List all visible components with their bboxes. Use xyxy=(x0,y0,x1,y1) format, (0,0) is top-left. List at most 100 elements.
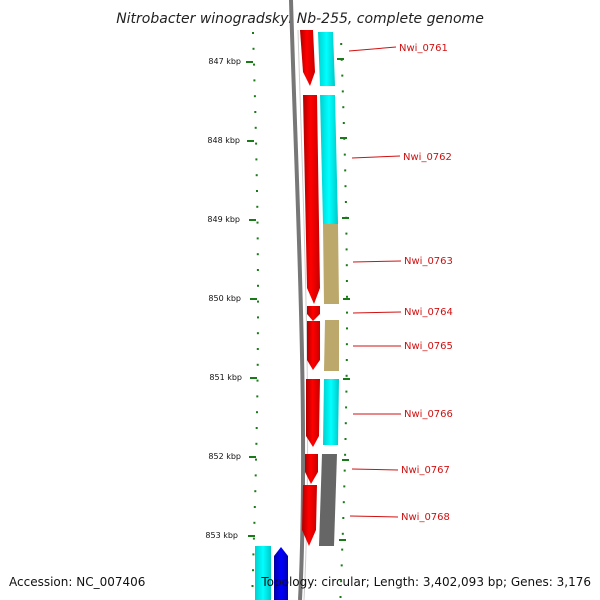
gene-arrow-nwi-0766[interactable] xyxy=(306,379,320,447)
minor-tick xyxy=(340,564,343,567)
minor-tick xyxy=(251,585,254,587)
cog-block-nwi-0762[interactable] xyxy=(320,95,338,224)
cog-block-nwi-0761[interactable] xyxy=(318,32,335,86)
minor-tick xyxy=(257,316,259,319)
minor-tick xyxy=(257,300,259,303)
gene-arrow-nwi-0761[interactable] xyxy=(300,30,315,86)
topology-text: Topology: circular; Length: 3,402,093 bp… xyxy=(260,575,591,589)
minor-tick xyxy=(255,158,258,161)
minor-tick xyxy=(257,284,259,287)
ruler-label: 852 kbp xyxy=(208,452,241,461)
minor-tick xyxy=(256,348,259,350)
minor-tick xyxy=(344,201,347,203)
gene-arrow-nwi-0767[interactable] xyxy=(305,454,318,484)
leader-line xyxy=(351,155,401,159)
minor-tick xyxy=(345,232,348,235)
minor-tick xyxy=(256,379,259,382)
minor-tick xyxy=(256,363,259,366)
minor-tick xyxy=(345,359,348,361)
minor-tick xyxy=(252,537,255,540)
leader-line xyxy=(352,311,402,314)
cog-block-nwi-0765[interactable] xyxy=(324,320,339,371)
major-tick xyxy=(248,535,255,537)
minor-tick xyxy=(342,517,345,519)
minor-tick xyxy=(256,253,259,256)
minor-tick xyxy=(345,264,348,267)
ruler-label: 851 kbp xyxy=(209,373,242,382)
minor-tick xyxy=(345,390,348,393)
ruler-label: 850 kbp xyxy=(208,294,241,303)
minor-tick xyxy=(254,111,257,113)
gene-label-nwi-0765[interactable]: Nwi_0765 xyxy=(404,341,453,352)
minor-tick xyxy=(341,532,344,535)
minor-tick xyxy=(341,548,344,551)
minor-tick xyxy=(253,506,256,508)
gene-arrow-nwi-0768[interactable] xyxy=(302,485,317,546)
gene-label-nwi-0763[interactable]: Nwi_0763 xyxy=(404,256,453,267)
minor-tick xyxy=(253,63,255,66)
minor-tick xyxy=(344,185,347,188)
minor-tick xyxy=(255,442,258,445)
genome-title: Nitrobacter winogradskyi Nb-255, complet… xyxy=(116,11,484,27)
major-tick xyxy=(247,140,254,142)
track-major-tick xyxy=(337,58,344,60)
cog-block-nwi-0763[interactable] xyxy=(323,224,339,304)
track-major-tick xyxy=(343,378,350,380)
minor-tick xyxy=(256,190,258,192)
leader-line xyxy=(352,260,402,263)
track-major-tick xyxy=(339,539,346,541)
track-major-tick xyxy=(340,137,347,139)
minor-tick xyxy=(252,32,254,34)
major-tick xyxy=(249,219,256,221)
minor-tick xyxy=(339,596,342,598)
minor-tick xyxy=(340,43,343,45)
major-tick xyxy=(249,456,256,458)
forward-strand-track xyxy=(300,30,320,546)
gene-arrow-nwi-0765[interactable] xyxy=(307,321,320,370)
minor-tick xyxy=(345,280,348,282)
gene-label-nwi-0767[interactable]: Nwi_0767 xyxy=(401,465,450,476)
ruler-label: 848 kbp xyxy=(207,136,240,145)
track-major-tick xyxy=(342,459,349,461)
minor-tick xyxy=(345,248,348,251)
gene-label-nwi-0761[interactable]: Nwi_0761 xyxy=(399,43,448,54)
gene-label-texts: Nwi_0761 Nwi_0762 Nwi_0763 Nwi_0764 Nwi_… xyxy=(399,43,453,523)
ruler-minor-ticks xyxy=(251,32,259,587)
reverse-gene-arrow-next[interactable] xyxy=(274,547,288,600)
minor-tick xyxy=(256,395,259,398)
cog-block-nwi-0766[interactable] xyxy=(323,379,339,445)
major-tick xyxy=(246,61,253,63)
leader-line xyxy=(348,46,397,52)
major-tick xyxy=(250,377,257,379)
minor-tick xyxy=(255,174,258,177)
gene-label-nwi-0764[interactable]: Nwi_0764 xyxy=(404,307,453,318)
minor-tick xyxy=(253,521,256,524)
leader-line xyxy=(349,515,399,518)
minor-tick xyxy=(343,153,346,156)
minor-tick xyxy=(345,343,348,346)
minor-tick xyxy=(254,474,257,477)
cog-block-nwi-0767[interactable] xyxy=(319,454,337,546)
minor-tick xyxy=(255,458,257,461)
minor-tick xyxy=(256,221,259,224)
minor-tick xyxy=(346,311,348,314)
gene-arrow-nwi-0762-0763[interactable] xyxy=(303,95,320,304)
minor-tick xyxy=(341,90,344,93)
minor-tick xyxy=(256,411,258,414)
minor-tick xyxy=(344,438,347,440)
minor-tick xyxy=(344,453,347,456)
gene-label-nwi-0768[interactable]: Nwi_0768 xyxy=(401,512,450,523)
minor-tick xyxy=(342,501,345,504)
ruler-label: 849 kbp xyxy=(207,215,240,224)
minor-tick xyxy=(253,79,256,82)
minor-tick xyxy=(252,47,255,50)
cog-block-next[interactable] xyxy=(255,546,271,600)
minor-tick xyxy=(255,427,258,429)
major-tick xyxy=(250,298,257,300)
gene-arrow-nwi-0764[interactable] xyxy=(307,306,320,321)
leader-line xyxy=(351,468,399,471)
minor-tick xyxy=(256,269,259,271)
gene-label-nwi-0766[interactable]: Nwi_0766 xyxy=(404,409,453,420)
gene-label-nwi-0762[interactable]: Nwi_0762 xyxy=(403,152,452,163)
